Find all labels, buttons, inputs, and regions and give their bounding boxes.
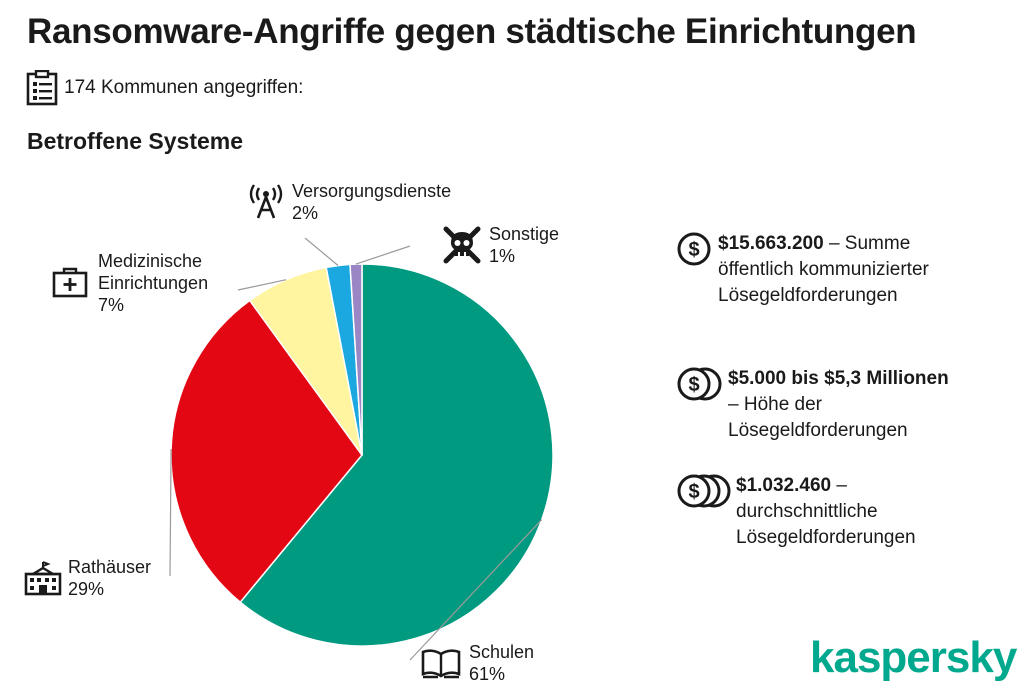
antenna-tower-icon bbox=[249, 184, 283, 219]
label-town-halls-pct: 29% bbox=[68, 579, 105, 599]
dollar-coin-icon: $ bbox=[677, 232, 711, 266]
page-title: Ransomware-Angriffe gegen städtische Ein… bbox=[27, 12, 917, 51]
slice-other bbox=[349, 263, 363, 456]
label-other-pct: 1% bbox=[489, 246, 516, 266]
label-schools-pct: 61% bbox=[469, 664, 506, 684]
stat-total-value: $15.663.200 bbox=[718, 233, 824, 254]
stat-average-desc: – durchschnittliche Lösegeldforderungen bbox=[736, 475, 916, 548]
label-utilities: Versorgungsdienste 2% bbox=[292, 180, 451, 224]
first-aid-kit-icon bbox=[52, 267, 88, 298]
label-utilities-name: Versorgungsdienste bbox=[292, 181, 452, 201]
stat-average-demand: $ $1.032.460 – durchschnittliche Lösegel… bbox=[676, 473, 961, 551]
svg-text:$: $ bbox=[688, 239, 699, 261]
label-town-halls-name: Rathäuser bbox=[68, 557, 152, 577]
stat-range-desc: – Höhe der Lösegeldforderungen bbox=[728, 394, 908, 441]
count-text: 174 Kommunen angegriffen: bbox=[64, 77, 304, 98]
leader-line bbox=[304, 237, 339, 266]
svg-text:$: $ bbox=[688, 481, 699, 503]
checklist-icon bbox=[26, 70, 58, 106]
kaspersky-logo: kaspersky bbox=[810, 633, 1017, 682]
label-other: Sonstige 1% bbox=[489, 223, 559, 267]
stat-total-desc: – Summe öffentlich kommunizierter Lösege… bbox=[718, 233, 929, 306]
label-other-name: Sonstige bbox=[489, 224, 560, 244]
label-medical-line2: Einrichtungen bbox=[98, 273, 209, 293]
leader-line bbox=[409, 519, 543, 661]
label-schools-name: Schulen bbox=[469, 642, 535, 662]
dollar-coins-pair-icon: $ bbox=[677, 367, 722, 401]
municipality-count: 174 Kommunen angegriffen: bbox=[26, 70, 303, 106]
skull-icon bbox=[443, 226, 481, 264]
label-medical-line1: Medizinische bbox=[98, 251, 203, 271]
stat-average-value: $1.032.460 bbox=[736, 475, 832, 496]
chart-subtitle: Betroffene Systeme bbox=[27, 128, 244, 154]
book-icon bbox=[421, 649, 461, 679]
leader-line bbox=[355, 245, 411, 265]
label-utilities-pct: 2% bbox=[292, 203, 319, 223]
stat-range-value: $5.000 bis $5,3 Millionen bbox=[728, 368, 949, 389]
stat-total-demands: $ $15.663.200 – Summe öffentlich kommuni… bbox=[676, 231, 943, 309]
label-medical-pct: 7% bbox=[98, 295, 125, 315]
dollar-coins-stack-icon: $ bbox=[677, 474, 731, 508]
svg-text:$: $ bbox=[688, 374, 699, 396]
label-schools: Schulen 61% bbox=[469, 641, 534, 685]
label-medical: Medizinische Einrichtungen 7% bbox=[98, 250, 208, 316]
stat-demand-range: $ $5.000 bis $5,3 Millionen – Höhe der L… bbox=[676, 366, 953, 444]
label-town-halls: Rathäuser 29% bbox=[68, 556, 151, 600]
leader-line bbox=[169, 448, 172, 577]
leader-line bbox=[237, 279, 287, 291]
town-hall-icon bbox=[24, 561, 62, 596]
